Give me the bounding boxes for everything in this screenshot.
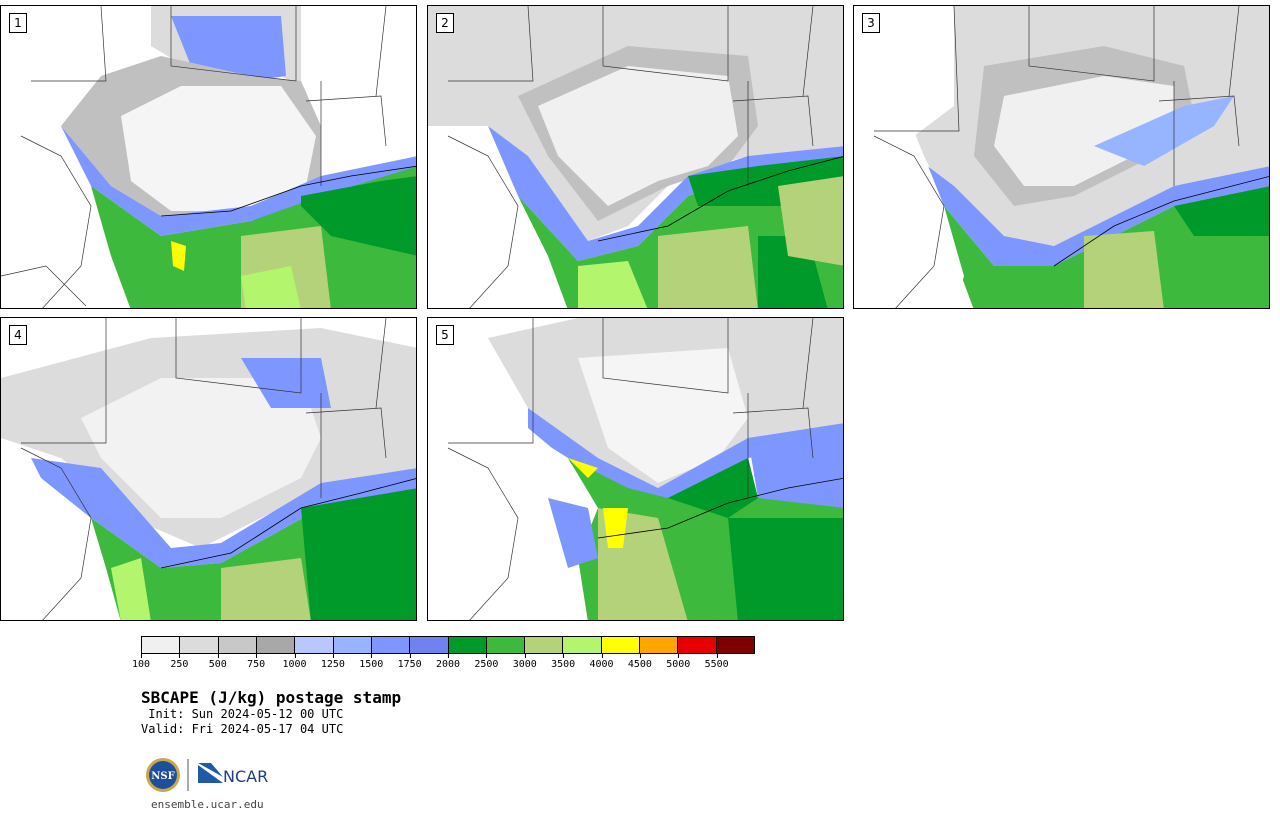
panel-number-label: 4 <box>9 325 27 345</box>
colorbar-tick-label: 2000 <box>435 654 461 670</box>
colorbar-segment <box>371 637 411 653</box>
colorbar-tick-label: 1500 <box>359 654 384 670</box>
cape-map-3 <box>854 6 1269 308</box>
colorbar-segment <box>410 637 449 653</box>
colorbar-tick-label: 100 <box>131 654 151 670</box>
panel-number-label: 5 <box>436 325 454 345</box>
member-panel-1: 1 <box>0 5 417 309</box>
member-panel-5: 5 <box>427 317 844 621</box>
colorbar-tick-label: 4000 <box>589 654 614 670</box>
ncar-logo: NCAR <box>198 763 268 786</box>
nsf-logo: NSF <box>146 758 180 792</box>
colorbar-segment <box>142 637 181 653</box>
panel-number-label: 3 <box>862 13 880 33</box>
colorbar-tick-label: 1750 <box>397 654 422 670</box>
colorbar-tick-label: 750 <box>247 654 266 670</box>
init-time: Init: Sun 2024-05-12 00 UTC <box>141 707 344 721</box>
colorbar-tick-label: 4500 <box>627 654 652 670</box>
colorbar-segment <box>448 637 487 653</box>
member-panel-2: 2 <box>427 5 844 309</box>
panel-number-label: 1 <box>9 13 27 33</box>
colorbar-tick-label: 3500 <box>551 654 576 670</box>
colorbar-segment <box>180 637 219 653</box>
colorbar-tick-label: 1250 <box>320 654 345 670</box>
colorbar-tick-label: 500 <box>208 654 227 670</box>
colorbar-segment <box>525 637 564 653</box>
member-panel-3: 3 <box>853 5 1270 309</box>
colorbar-tick-label: 250 <box>170 654 189 670</box>
colorbar <box>141 636 755 654</box>
colorbar-segment <box>601 637 641 653</box>
panel-number-label: 2 <box>436 13 454 33</box>
logos: NSF NCAR <box>145 757 285 793</box>
colorbar-segment <box>678 637 717 653</box>
colorbar-segment <box>333 637 372 653</box>
colorbar-tick-label: 1000 <box>282 654 307 670</box>
cape-map-4 <box>1 318 416 620</box>
nsf-logo-text: NSF <box>151 771 174 782</box>
colorbar-ticks: 100 250 500 750 1000 1250 1500 1750 2000 2500 3000… <box>132 654 755 674</box>
colorbar-segment <box>295 637 334 653</box>
cape-map-2 <box>428 6 843 308</box>
site-url: ensemble.ucar.edu <box>151 798 264 811</box>
colorbar-segment <box>256 637 296 653</box>
colorbar-tick-label: 3000 <box>512 654 537 670</box>
colorbar-segment <box>640 637 679 653</box>
colorbar-tick-label: 5000 <box>666 654 691 670</box>
colorbar-segment <box>716 637 754 653</box>
colorbar-segment <box>486 637 526 653</box>
member-panel-4: 4 <box>0 317 417 621</box>
colorbar-segment <box>563 637 602 653</box>
cape-map-1 <box>1 6 416 308</box>
valid-time: Valid: Fri 2024-05-17 04 UTC <box>141 722 344 736</box>
colorbar-tick-label: 5500 <box>704 654 729 670</box>
chart-title: SBCAPE (J/kg) postage stamp <box>141 688 402 707</box>
colorbar-tick-label: 2500 <box>474 654 499 670</box>
ncar-logo-text: NCAR <box>223 767 268 786</box>
colorbar-segment <box>218 637 257 653</box>
cape-map-5 <box>428 318 843 620</box>
